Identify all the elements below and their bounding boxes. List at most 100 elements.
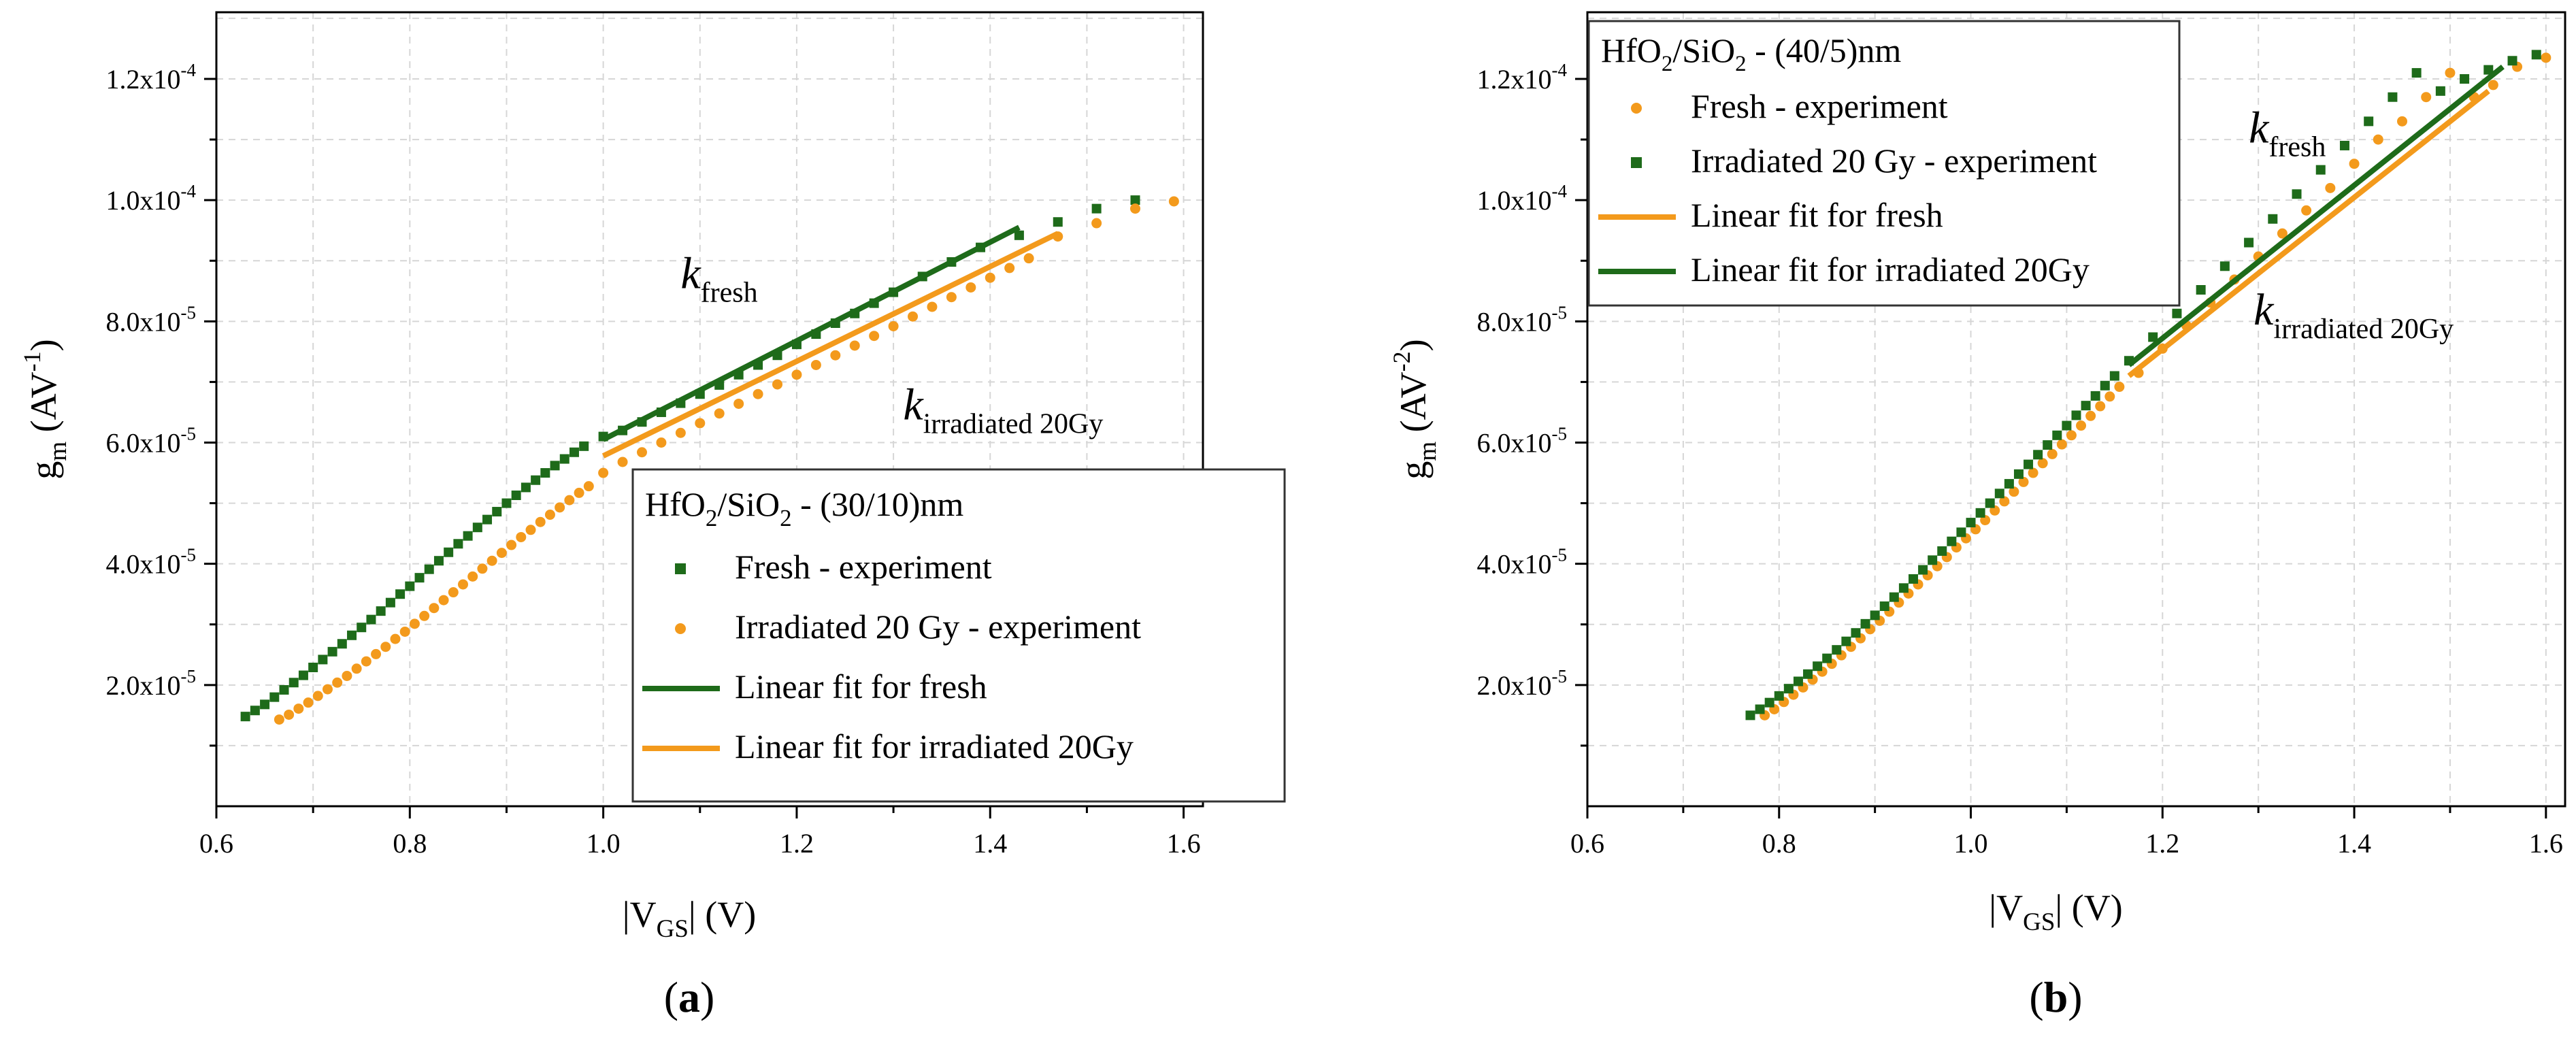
data-point	[1832, 645, 1842, 655]
data-point	[579, 441, 589, 451]
data-point	[2052, 430, 2062, 440]
data-point	[1764, 697, 1774, 708]
data-point	[564, 495, 575, 506]
x-tick-label: 1.0	[587, 828, 621, 859]
data-point	[2056, 439, 2067, 450]
data-point	[1879, 601, 1889, 612]
plot-frame	[215, 11, 1204, 808]
x-tick-label: 1.2	[2145, 828, 2179, 859]
data-point	[1898, 583, 1909, 593]
x-tick-label: 1.4	[2337, 828, 2371, 859]
plot-frame	[1586, 11, 2566, 808]
x-tick-label: 1.0	[1954, 828, 1988, 859]
legend-marker-square	[1631, 157, 1642, 168]
data-point	[2531, 50, 2541, 60]
slope-annotation: kirradiated 20Gy	[903, 380, 1103, 440]
x-tick-label: 1.6	[2529, 828, 2563, 859]
data-point	[810, 359, 821, 370]
data-point	[772, 379, 783, 390]
data-point	[380, 642, 391, 652]
data-point	[1023, 253, 1034, 264]
legend-title: HfO2/SiO2 - (40/5)nm	[1601, 31, 1901, 76]
data-point	[2541, 52, 2552, 63]
data-point	[559, 454, 569, 464]
data-point	[2460, 73, 2470, 84]
data-point	[2301, 205, 2312, 216]
data-point	[2071, 410, 2081, 420]
data-point	[2277, 228, 2288, 239]
data-point	[2018, 476, 2029, 487]
data-point	[2037, 458, 2048, 469]
data-point	[274, 714, 284, 725]
data-point	[733, 398, 744, 409]
data-point	[2172, 308, 2182, 318]
data-point	[1793, 676, 1803, 686]
data-point	[1956, 527, 1966, 537]
data-point	[2085, 410, 2096, 421]
data-point	[424, 564, 434, 574]
data-point	[414, 573, 425, 583]
data-point	[525, 525, 536, 535]
data-point	[1803, 669, 1813, 679]
data-point	[312, 691, 323, 701]
legend-entry-label: Linear fit for fresh	[735, 667, 987, 706]
data-point	[2104, 391, 2115, 402]
legend-entry-label: Fresh - experiment	[735, 548, 992, 586]
y-tick-label: 1.2x10-4	[106, 60, 197, 95]
data-point	[399, 626, 410, 637]
data-point	[2292, 189, 2302, 199]
data-point	[303, 697, 314, 708]
data-point	[240, 712, 250, 722]
data-point	[2388, 92, 2398, 102]
fit-line	[601, 231, 1059, 459]
y-tick-label: 4.0x10-5	[1477, 545, 1568, 580]
data-point	[405, 581, 415, 591]
data-point	[695, 418, 706, 429]
data-point	[1130, 195, 1140, 205]
data-point	[2397, 116, 2407, 127]
data-point	[453, 539, 463, 549]
data-point	[2268, 214, 2278, 224]
data-point	[2349, 159, 2360, 169]
data-point	[714, 408, 725, 419]
data-point	[2364, 116, 2374, 127]
x-tick-label: 1.2	[780, 828, 814, 859]
legend-entry-label: Fresh - experiment	[1691, 87, 1948, 125]
data-point	[574, 487, 584, 498]
data-point	[849, 340, 860, 351]
data-point	[322, 684, 333, 695]
y-tick-label: 6.0x10-5	[1477, 423, 1568, 458]
data-point	[1994, 489, 2004, 499]
data-point	[492, 507, 502, 517]
data-point	[1053, 217, 1063, 227]
data-point	[1918, 565, 1928, 575]
x-axis-label: |VGS| (V)	[623, 894, 756, 943]
data-point	[433, 556, 444, 566]
panel-a: 0.6 0.8 1.0 1.2 1.4 1.6 2.0x10-5 4.0x10-5 6.0x10…	[18, 11, 1286, 1021]
data-point	[351, 663, 362, 674]
data-point	[1947, 536, 1957, 546]
data-point	[2033, 450, 2043, 460]
slope-annotation: kfresh	[2249, 103, 2326, 163]
data-point	[1966, 518, 1976, 528]
legend: HfO2/SiO2 - (40/5)nm Fresh - experiment Ir…	[1587, 20, 2181, 307]
data-point	[2488, 80, 2498, 90]
data-point	[1909, 574, 1918, 584]
legend-entry-label: Linear fit for irradiated 20Gy	[1691, 250, 2090, 288]
y-tick-label: 1.2x10-4	[1477, 60, 1568, 95]
data-point	[2114, 382, 2125, 393]
data-point	[2325, 182, 2336, 193]
data-point	[2219, 261, 2230, 271]
data-point	[2024, 459, 2034, 469]
legend-marker-circle	[675, 623, 686, 634]
data-point	[2507, 56, 2517, 66]
data-point	[1004, 263, 1015, 274]
data-point	[2421, 92, 2432, 103]
data-point	[429, 603, 440, 614]
data-point	[347, 630, 357, 640]
data-point	[463, 531, 473, 541]
legend-box	[631, 468, 1286, 803]
data-point	[1774, 691, 1784, 701]
data-point	[1937, 546, 1947, 556]
data-point	[2445, 67, 2456, 78]
